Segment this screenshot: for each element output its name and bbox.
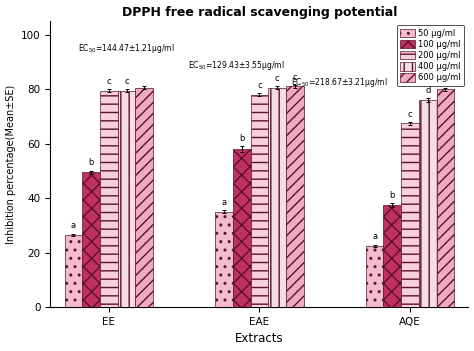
Text: d: d [425, 86, 430, 95]
Text: c: c [124, 77, 129, 86]
Bar [419, 100, 437, 307]
Y-axis label: Inhibition percentage(Mean±SE): Inhibition percentage(Mean±SE) [6, 85, 16, 244]
Text: c: c [107, 77, 111, 86]
Bar [215, 212, 233, 307]
Bar [268, 88, 286, 307]
Bar [118, 91, 136, 307]
Bar [64, 235, 82, 307]
Legend: 50 μg/ml, 100 μg/ml, 200 μg/ml, 400 μg/ml, 600 μg/ml: 50 μg/ml, 100 μg/ml, 200 μg/ml, 400 μg/m… [397, 25, 464, 86]
Text: c: c [275, 74, 280, 83]
Bar [233, 149, 251, 307]
Bar [366, 246, 383, 307]
Bar [251, 95, 268, 307]
Text: EC$_{50}$=129.43±3.55μg/ml: EC$_{50}$=129.43±3.55μg/ml [188, 59, 285, 72]
X-axis label: Extracts: Extracts [235, 332, 284, 345]
Title: DPPH free radical scavenging potential: DPPH free radical scavenging potential [122, 6, 397, 19]
Bar [383, 205, 401, 307]
Text: a: a [221, 198, 227, 207]
Text: b: b [89, 158, 94, 167]
Text: a: a [71, 221, 76, 230]
Text: c: c [292, 73, 297, 82]
Text: b: b [239, 134, 245, 143]
Bar [437, 89, 454, 307]
Bar [401, 123, 419, 307]
Text: a: a [372, 232, 377, 241]
Text: EC$_{50}$=218.67±3.21μg/ml: EC$_{50}$=218.67±3.21μg/ml [291, 75, 387, 88]
Text: b: b [390, 191, 395, 200]
Bar [286, 86, 304, 307]
Text: c: c [408, 110, 412, 119]
Bar [136, 88, 153, 307]
Text: c: c [257, 81, 262, 90]
Text: EC$_{50}$=144.47±1.21μg/ml: EC$_{50}$=144.47±1.21μg/ml [78, 42, 174, 55]
Bar [100, 91, 118, 307]
Text: e: e [443, 75, 448, 85]
Bar [82, 172, 100, 307]
